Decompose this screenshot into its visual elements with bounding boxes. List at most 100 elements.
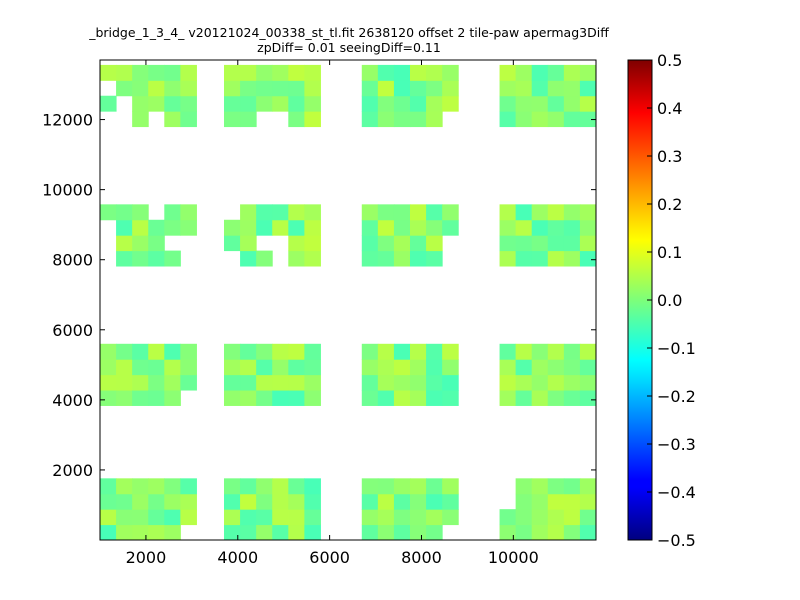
heatmap-cell (164, 95, 181, 112)
heatmap-cell (256, 374, 273, 391)
heatmap-cell (377, 250, 395, 267)
heatmap-cell (499, 250, 517, 267)
heatmap-cell (426, 204, 443, 221)
x-tick-label: 2000 (126, 548, 167, 567)
heatmap-cell (240, 524, 257, 540)
heatmap-cell (361, 509, 379, 526)
heatmap-cell (180, 509, 197, 526)
heatmap-cell (410, 390, 427, 406)
heatmap-cell (361, 478, 379, 495)
heatmap-cell (148, 374, 165, 391)
heatmap-cell (426, 111, 443, 128)
heatmap-cell (288, 80, 305, 97)
heatmap-cell (426, 359, 443, 376)
heatmap-cell (515, 95, 533, 112)
heatmap-cell (515, 359, 533, 376)
heatmap-cell (272, 374, 289, 391)
heatmap-cell (547, 390, 565, 406)
heatmap-cell (499, 390, 517, 406)
heatmap-cell (148, 250, 165, 267)
heatmap-cell (304, 204, 321, 221)
heatmap-cell (148, 390, 165, 406)
heatmap-cell (499, 219, 517, 236)
heatmap-cell (304, 509, 321, 526)
heatmap-cell (132, 204, 149, 221)
heatmap-cell (393, 359, 411, 376)
heatmap-cell (442, 95, 459, 112)
heatmap-cell (148, 235, 165, 252)
heatmap-cell (180, 64, 197, 81)
heatmap-cell (515, 524, 533, 540)
colorbar-tick-label: −0.2 (657, 387, 696, 406)
heatmap-cell (442, 64, 459, 81)
heatmap-cell (377, 219, 395, 236)
x-tick-label: 10000 (488, 548, 539, 567)
heatmap-cell (288, 390, 305, 406)
heatmap-cell (442, 204, 459, 221)
heatmap-cell (442, 219, 459, 236)
heatmap-cell (132, 343, 149, 360)
heatmap-cell (240, 359, 257, 376)
heatmap-cell (288, 235, 305, 252)
heatmap-cell (547, 524, 565, 540)
heatmap-cell (304, 390, 321, 406)
heatmap-cell (499, 95, 517, 112)
heatmap-cell (393, 250, 411, 267)
heatmap-cell (240, 204, 257, 221)
heatmap-cell (579, 204, 596, 221)
heatmap-cell (579, 80, 596, 97)
heatmap-cell (393, 95, 411, 112)
heatmap-cell (288, 250, 305, 267)
heatmap-cell (288, 204, 305, 221)
heatmap-cell (256, 524, 273, 540)
y-tick-label: 4000 (52, 391, 93, 410)
heatmap-cell (116, 343, 133, 360)
heatmap-cell (132, 235, 149, 252)
heatmap-cell (515, 478, 533, 495)
heatmap-cell (132, 359, 149, 376)
heatmap-cell (224, 95, 241, 112)
colorbar-tick-label: −0.1 (657, 339, 696, 358)
heatmap-cell (426, 478, 443, 495)
heatmap-cell (377, 493, 395, 510)
chart-title-line-2: zpDiff= 0.01 seeingDiff=0.11 (257, 40, 441, 55)
colorbar-tick-label: −0.5 (657, 531, 696, 550)
heatmap-cell (377, 390, 395, 406)
heatmap-cell (132, 64, 149, 81)
heatmap-cell (531, 478, 549, 495)
heatmap-cell (410, 219, 427, 236)
heatmap-cell (304, 250, 321, 267)
heatmap-cell (100, 64, 117, 81)
heatmap-cell (377, 111, 395, 128)
heatmap-cell (304, 343, 321, 360)
heatmap-cell (442, 478, 459, 495)
heatmap-cell (100, 478, 117, 495)
heatmap-cell (361, 80, 379, 97)
heatmap-cell (410, 204, 427, 221)
heatmap-cell (224, 359, 241, 376)
y-tick-label: 10000 (42, 181, 93, 200)
heatmap-cell (304, 95, 321, 112)
heatmap-cell (377, 64, 395, 81)
heatmap-cell (410, 359, 427, 376)
chart-title-line-1: _bridge_1_3_4_ v20121024_00338_st_tl.fit… (89, 25, 609, 40)
heatmap-cell (180, 359, 197, 376)
heatmap-cell (426, 374, 443, 391)
heatmap-cell (148, 478, 165, 495)
heatmap-cell (256, 80, 273, 97)
heatmap-cell (563, 80, 581, 97)
heatmap-cell (563, 478, 581, 495)
heatmap-cell (393, 524, 411, 540)
heatmap-cell (116, 64, 133, 81)
heatmap-cell (499, 80, 517, 97)
heatmap-cell (531, 95, 549, 112)
heatmap-cell (410, 235, 427, 252)
heatmap-cell (272, 359, 289, 376)
heatmap-cell (563, 250, 581, 267)
heatmap-cell (563, 493, 581, 510)
heatmap-cell (361, 250, 379, 267)
heatmap-cell (256, 359, 273, 376)
heatmap-cell (410, 478, 427, 495)
heatmap-cell (116, 524, 133, 540)
heatmap-cell (361, 390, 379, 406)
